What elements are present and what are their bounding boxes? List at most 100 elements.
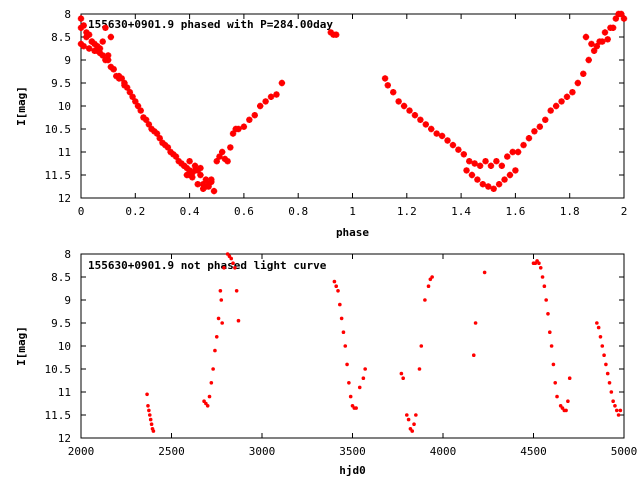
data-point: [604, 362, 608, 367]
data-point: [343, 344, 348, 348]
data-point: [189, 169, 196, 176]
data-point: [332, 279, 337, 284]
data-point: [537, 261, 541, 266]
data-point: [102, 24, 109, 31]
data-point: [202, 176, 210, 183]
data-point: [599, 38, 606, 45]
data-point: [197, 164, 204, 172]
data-point: [91, 40, 98, 48]
data-point: [542, 284, 547, 289]
y-tick-label: 11.5: [45, 169, 72, 182]
data-point: [412, 422, 416, 427]
data-point: [399, 371, 404, 376]
data-point: [495, 181, 503, 188]
data-point: [471, 160, 478, 167]
data-point: [509, 148, 516, 156]
data-point: [327, 29, 334, 36]
data-point: [205, 183, 212, 190]
data-point: [148, 125, 155, 133]
data-point: [490, 185, 497, 192]
data-point: [466, 158, 473, 165]
data-point: [428, 125, 435, 133]
data-point: [140, 114, 147, 121]
data-point: [590, 47, 598, 54]
data-point: [501, 176, 508, 183]
data-point: [107, 33, 115, 41]
data-point: [580, 70, 587, 77]
y-tick-label: 10: [58, 340, 71, 353]
data-point: [147, 408, 151, 413]
data-point: [479, 181, 487, 188]
data-point: [384, 82, 391, 89]
data-point: [221, 155, 229, 163]
data-point: [547, 107, 554, 114]
data-point: [455, 146, 462, 153]
y-tick-label: 8: [64, 8, 71, 21]
data-point: [426, 284, 431, 289]
y-tick-label: 8: [64, 248, 71, 261]
data-point: [142, 116, 150, 123]
data-point: [552, 102, 560, 110]
data-point: [417, 116, 424, 123]
data-point: [546, 312, 550, 316]
data-point: [126, 89, 134, 96]
data-point: [216, 316, 221, 321]
data-point: [205, 404, 210, 408]
data-point: [449, 141, 457, 149]
data-point: [381, 75, 389, 82]
data-point: [262, 98, 269, 105]
data-point: [363, 367, 367, 371]
data-point: [236, 318, 241, 323]
data-point: [167, 148, 174, 156]
x-tick-label: 1.6: [505, 205, 525, 218]
data-point: [137, 107, 144, 114]
data-point: [129, 93, 136, 100]
data-point: [547, 330, 552, 335]
data-point: [218, 148, 226, 156]
data-point: [172, 153, 180, 160]
data-point: [161, 141, 169, 149]
y-tick-label: 8.5: [51, 271, 71, 284]
data-point: [224, 158, 231, 165]
data-point: [233, 266, 237, 270]
data-point: [333, 31, 340, 38]
data-point: [430, 275, 434, 279]
data-point: [605, 371, 610, 376]
data-point: [118, 75, 125, 82]
data-point: [159, 139, 166, 146]
data-point: [183, 164, 191, 172]
data-point: [102, 56, 109, 64]
data-point: [400, 102, 408, 110]
data-point: [80, 22, 87, 29]
data-point: [611, 399, 615, 404]
data-point: [213, 158, 220, 165]
data-point: [151, 429, 156, 433]
x-tick-label: 0.8: [288, 205, 308, 218]
x-tick-label: 0.2: [125, 205, 145, 218]
data-point: [601, 29, 609, 36]
data-point: [588, 40, 595, 48]
x-tick-label: 0.4: [180, 205, 200, 218]
data-point: [569, 89, 576, 96]
data-point: [563, 93, 571, 100]
data-point: [471, 353, 476, 358]
data-point: [180, 162, 188, 169]
data-point: [222, 266, 226, 270]
data-point: [348, 394, 353, 399]
data-point: [145, 121, 153, 128]
y-axis-label: I[mag]: [15, 86, 28, 126]
y-tick-label: 8.5: [51, 31, 71, 44]
data-point: [234, 289, 239, 293]
data-point: [482, 270, 487, 275]
data-point: [189, 174, 196, 181]
data-point: [246, 116, 253, 123]
data-point: [542, 116, 549, 123]
data-point: [354, 406, 358, 410]
data-point: [209, 381, 214, 385]
data-point: [345, 362, 349, 367]
data-point: [197, 171, 204, 179]
phased-light-curve-panel: 0 0.2 0.4 0.6 0.8 1 1.2 1.4 1.6 1.8 2 8 8.5 9 9.5 10 10.…: [15, 8, 627, 239]
data-point: [178, 160, 185, 167]
data-point: [175, 158, 182, 165]
data-series: [145, 252, 623, 433]
